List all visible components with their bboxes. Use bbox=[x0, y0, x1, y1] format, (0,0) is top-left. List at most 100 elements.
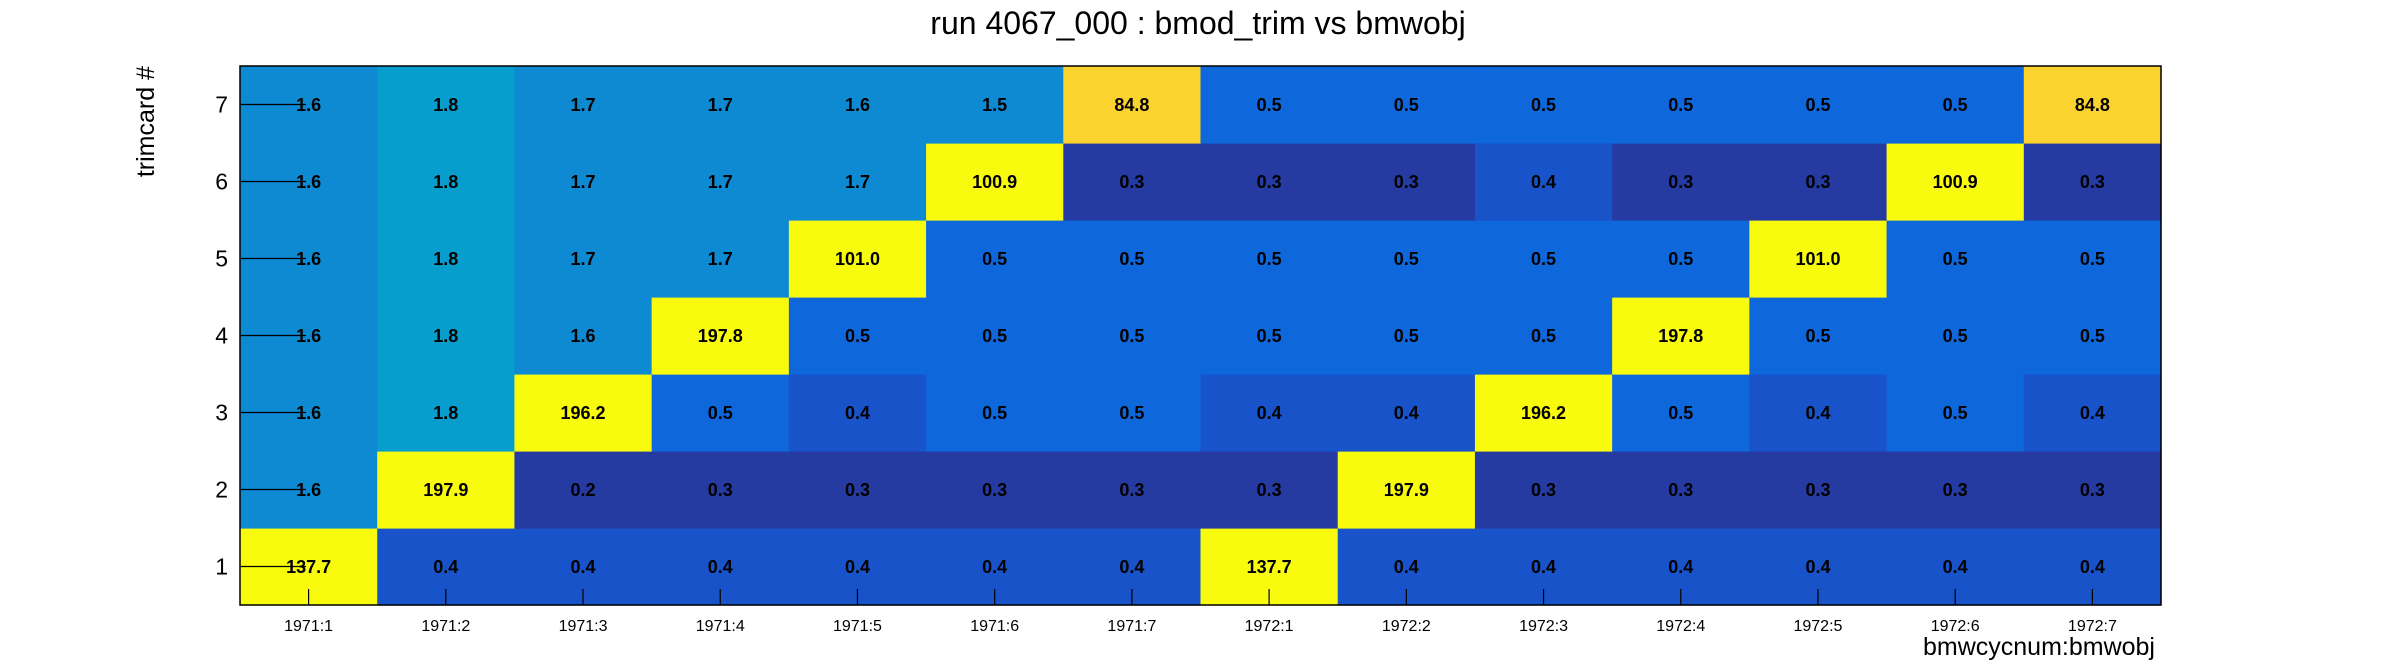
x-tick-label: 1971:2 bbox=[421, 618, 470, 635]
cell-value-label: 0.4 bbox=[1531, 172, 1556, 192]
cell-value-label: 1.8 bbox=[433, 249, 458, 269]
cell-value-label: 1.7 bbox=[845, 172, 870, 192]
cell-value-label: 100.9 bbox=[1933, 172, 1978, 192]
cell-value-label: 1.8 bbox=[433, 403, 458, 423]
x-tick-label: 1971:6 bbox=[970, 618, 1019, 635]
cell-value-label: 0.4 bbox=[1668, 557, 1693, 577]
cell-value-label: 1.7 bbox=[571, 95, 596, 115]
cell-value-label: 1.8 bbox=[433, 95, 458, 115]
cell-value-label: 0.4 bbox=[433, 557, 458, 577]
cell-value-label: 0.3 bbox=[1805, 480, 1830, 500]
x-axis-title: bmwcycnum:bmwobj bbox=[1923, 633, 2155, 661]
cell-value-label: 0.4 bbox=[845, 557, 870, 577]
cell-value-label: 0.4 bbox=[2080, 557, 2105, 577]
cell-value-label: 1.7 bbox=[571, 249, 596, 269]
cell-value-label: 0.5 bbox=[1943, 95, 1968, 115]
cell-value-label: 100.9 bbox=[972, 172, 1017, 192]
cell-value-label: 0.3 bbox=[1257, 480, 1282, 500]
cell-value-label: 0.3 bbox=[1668, 480, 1693, 500]
cell-value-label: 1.7 bbox=[708, 95, 733, 115]
cell-value-label: 0.3 bbox=[2080, 480, 2105, 500]
cell-value-label: 0.5 bbox=[1668, 249, 1693, 269]
cell-value-label: 84.8 bbox=[1114, 95, 1149, 115]
cell-value-label: 196.2 bbox=[561, 403, 606, 423]
x-tick-label: 1972:2 bbox=[1382, 618, 1431, 635]
cell-value-label: 101.0 bbox=[1795, 249, 1840, 269]
y-tick-label: 5 bbox=[215, 246, 228, 272]
cell-value-label: 197.8 bbox=[1658, 326, 1703, 346]
cell-value-label: 0.3 bbox=[1394, 172, 1419, 192]
cell-value-label: 0.5 bbox=[1257, 249, 1282, 269]
cell-value-label: 0.5 bbox=[1531, 249, 1556, 269]
cell-value-label: 0.5 bbox=[2080, 249, 2105, 269]
cell-value-label: 1.7 bbox=[571, 172, 596, 192]
cell-value-label: 0.5 bbox=[1531, 326, 1556, 346]
cell-value-label: 0.5 bbox=[1668, 95, 1693, 115]
cell-value-label: 197.9 bbox=[1384, 480, 1429, 500]
cell-value-label: 0.5 bbox=[1668, 403, 1693, 423]
x-tick-label: 1971:5 bbox=[833, 618, 882, 635]
cell-value-label: 0.3 bbox=[2080, 172, 2105, 192]
cell-value-label: 0.2 bbox=[571, 480, 596, 500]
cell-value-label: 0.3 bbox=[1257, 172, 1282, 192]
cell-value-label: 0.5 bbox=[1257, 326, 1282, 346]
y-tick-label: 6 bbox=[215, 169, 228, 195]
cell-value-label: 0.3 bbox=[1119, 480, 1144, 500]
cell-value-label: 0.3 bbox=[1119, 172, 1144, 192]
cell-value-label: 0.5 bbox=[2080, 326, 2105, 346]
cell-value-label: 0.5 bbox=[1805, 326, 1830, 346]
cell-value-label: 0.3 bbox=[1805, 172, 1830, 192]
cell-value-label: 0.3 bbox=[982, 480, 1007, 500]
heatmap-cells bbox=[240, 66, 2162, 606]
cell-value-label: 0.5 bbox=[982, 326, 1007, 346]
cell-value-label: 0.4 bbox=[708, 557, 733, 577]
cell-value-label: 0.4 bbox=[1531, 557, 1556, 577]
cell-value-label: 1.5 bbox=[982, 95, 1007, 115]
y-axis-title: trimcard # bbox=[132, 66, 160, 177]
cell-value-label: 0.5 bbox=[982, 249, 1007, 269]
cell-value-label: 0.4 bbox=[1394, 557, 1419, 577]
cell-value-label: 1.6 bbox=[571, 326, 596, 346]
cell-value-label: 0.5 bbox=[708, 403, 733, 423]
cell-value-label: 0.4 bbox=[1805, 557, 1830, 577]
cell-value-label: 0.5 bbox=[982, 403, 1007, 423]
y-tick-label: 1 bbox=[215, 554, 228, 580]
x-tick-label: 1971:3 bbox=[559, 618, 608, 635]
x-tick-label: 1971:4 bbox=[696, 618, 745, 635]
y-tick-label: 4 bbox=[215, 323, 228, 349]
cell-value-label: 0.5 bbox=[1943, 249, 1968, 269]
cell-value-label: 0.3 bbox=[1531, 480, 1556, 500]
x-tick-label: 1971:7 bbox=[1107, 618, 1156, 635]
x-tick-label: 1972:4 bbox=[1656, 618, 1705, 635]
cell-value-label: 0.5 bbox=[1943, 403, 1968, 423]
x-tick-label: 1972:5 bbox=[1793, 618, 1842, 635]
cell-value-label: 0.5 bbox=[1119, 326, 1144, 346]
cell-value-label: 1.8 bbox=[433, 172, 458, 192]
cell-value-label: 196.2 bbox=[1521, 403, 1566, 423]
cell-value-label: 0.5 bbox=[845, 326, 870, 346]
cell-value-label: 197.9 bbox=[423, 480, 468, 500]
x-tick-label: 1972:3 bbox=[1519, 618, 1568, 635]
y-tick-label: 2 bbox=[215, 477, 228, 503]
cell-value-label: 0.4 bbox=[2080, 403, 2105, 423]
cell-value-label: 137.7 bbox=[1247, 557, 1292, 577]
cell-value-label: 1.8 bbox=[433, 326, 458, 346]
cell-value-label: 84.8 bbox=[2075, 95, 2110, 115]
cell-value-label: 197.8 bbox=[698, 326, 743, 346]
cell-value-label: 0.4 bbox=[1805, 403, 1830, 423]
x-tick-label: 1972:1 bbox=[1245, 618, 1294, 635]
cell-value-label: 0.4 bbox=[845, 403, 870, 423]
y-tick-label: 7 bbox=[215, 92, 228, 118]
cell-value-label: 0.4 bbox=[1119, 557, 1144, 577]
cell-value-label: 0.3 bbox=[1943, 480, 1968, 500]
cell-value-label: 1.7 bbox=[708, 249, 733, 269]
cell-value-label: 0.5 bbox=[1531, 95, 1556, 115]
cell-value-label: 0.5 bbox=[1394, 249, 1419, 269]
chart-title: run 4067_000 : bmod_trim vs bmwobj bbox=[930, 5, 1465, 41]
y-tick-label: 3 bbox=[215, 400, 228, 426]
cell-value-label: 0.5 bbox=[1257, 95, 1282, 115]
cell-value-label: 0.4 bbox=[1394, 403, 1419, 423]
cell-value-label: 0.5 bbox=[1805, 95, 1830, 115]
cell-value-label: 0.3 bbox=[708, 480, 733, 500]
